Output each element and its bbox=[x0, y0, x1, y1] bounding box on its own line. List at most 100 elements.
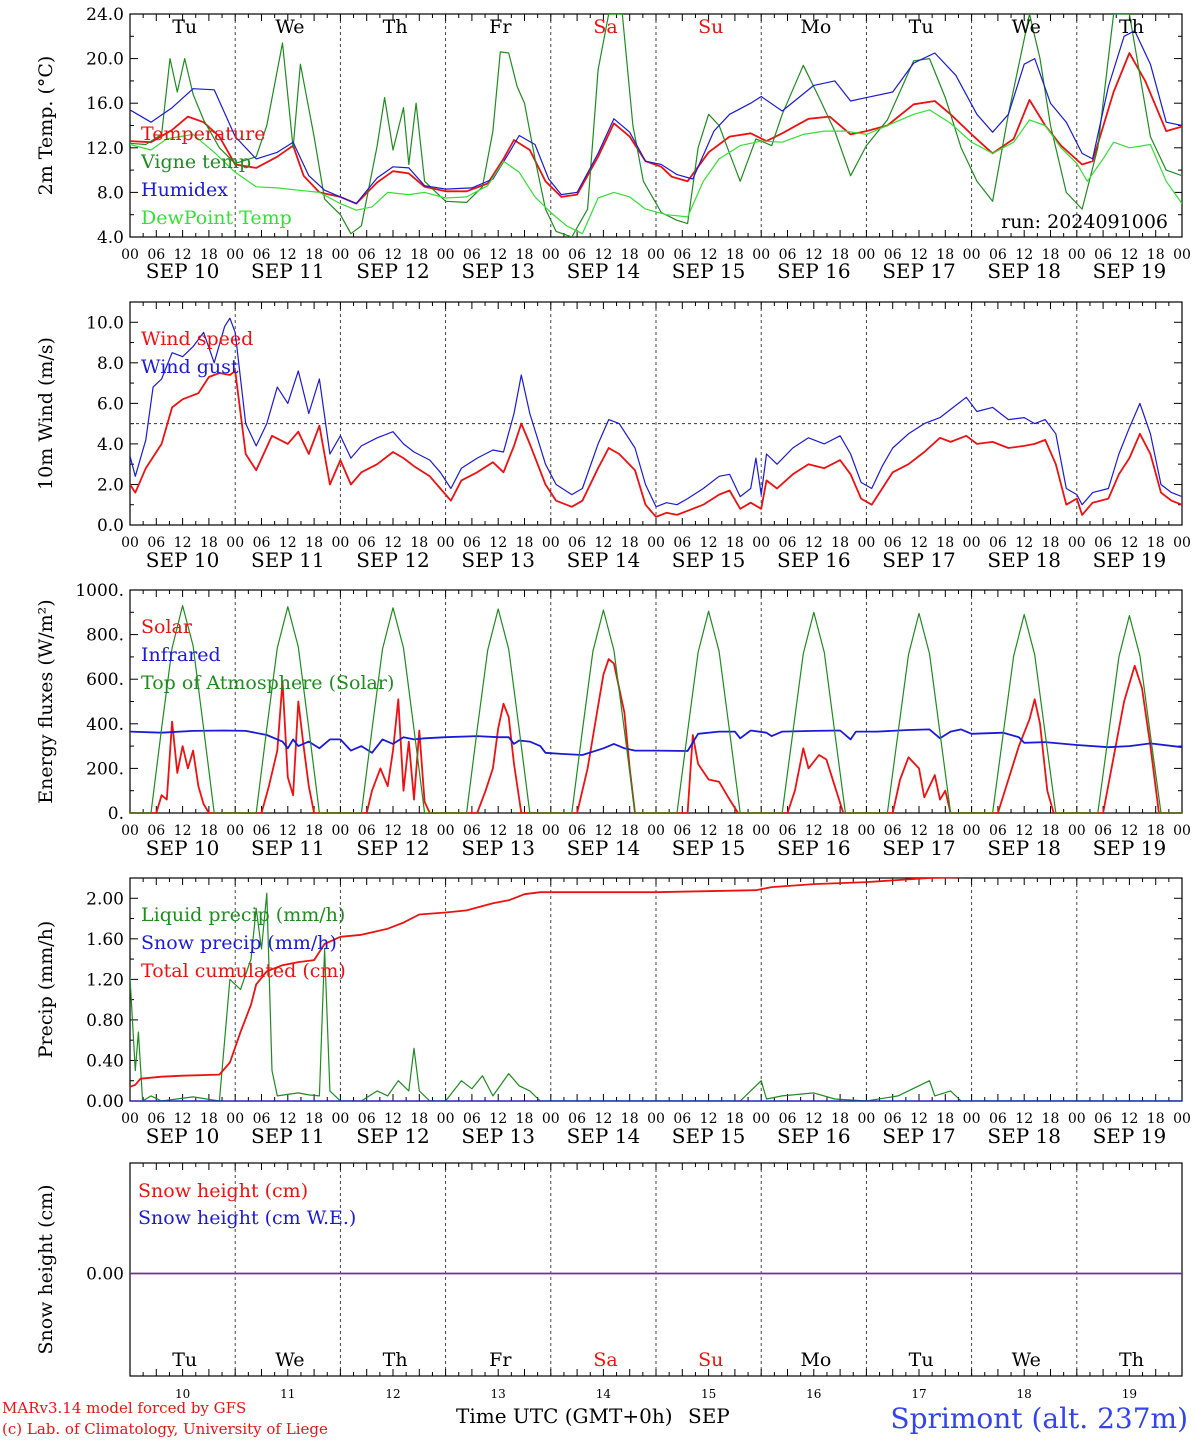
hour-tick-label: 06 bbox=[147, 823, 165, 839]
day-name: Tu bbox=[909, 16, 934, 38]
hour-tick-label: 00 bbox=[963, 247, 981, 263]
hour-tick-label: 06 bbox=[884, 247, 902, 263]
date-label: SEP 17 bbox=[882, 1124, 956, 1148]
hour-tick-label: 06 bbox=[989, 1111, 1007, 1127]
hour-tick-label: 12 bbox=[174, 1111, 192, 1127]
day-number: 19 bbox=[1122, 1387, 1137, 1401]
day-name: Th bbox=[383, 1349, 408, 1371]
hour-tick-label: 00 bbox=[437, 247, 455, 263]
hour-tick-label: 06 bbox=[673, 535, 691, 551]
hour-tick-label: 00 bbox=[121, 823, 139, 839]
hour-tick-label: 12 bbox=[489, 1111, 507, 1127]
hour-tick-label: 18 bbox=[516, 1111, 534, 1127]
hour-tick-label: 12 bbox=[279, 247, 297, 263]
day-name: Sa bbox=[593, 16, 617, 38]
hour-tick-label: 18 bbox=[1042, 247, 1060, 263]
legend-entry: DewPoint Temp bbox=[141, 207, 292, 229]
plot-frame bbox=[129, 301, 1183, 526]
y-tick-label: 1000. bbox=[75, 581, 124, 601]
y-tick-label: 0.00 bbox=[86, 1265, 124, 1285]
y-tick-label: 1.60 bbox=[86, 930, 124, 950]
series-line-wind-gust bbox=[130, 317, 1182, 508]
hour-tick-label: 06 bbox=[358, 1111, 376, 1127]
hour-tick-label: 12 bbox=[805, 823, 823, 839]
hour-tick-label: 00 bbox=[226, 247, 244, 263]
hour-tick-label: 12 bbox=[174, 247, 192, 263]
hour-tick-label: 00 bbox=[857, 535, 875, 551]
hour-tick-label: 18 bbox=[410, 1111, 428, 1127]
day-name: Su bbox=[698, 1349, 723, 1371]
hour-tick-label: 06 bbox=[147, 1111, 165, 1127]
hour-tick-label: 06 bbox=[463, 823, 481, 839]
day-number: 11 bbox=[280, 1387, 295, 1401]
chart-panel-5: 0.00 Snow height (cm) Snow height (cm) Snow… bbox=[35, 1162, 1183, 1401]
hour-tick-label: 12 bbox=[384, 247, 402, 263]
y-tick-label: 4.0 bbox=[97, 435, 124, 455]
hour-tick-label: 18 bbox=[200, 823, 218, 839]
y-tick-label: 0.00 bbox=[86, 1092, 124, 1112]
hour-tick-label: 12 bbox=[910, 535, 928, 551]
y-tick-label: 6.0 bbox=[97, 394, 124, 414]
date-label: SEP 13 bbox=[461, 836, 535, 860]
series-group bbox=[130, 317, 1182, 518]
hour-tick-label: 18 bbox=[410, 535, 428, 551]
hour-tick-label: 06 bbox=[253, 535, 271, 551]
y-tick-label: 2.0 bbox=[97, 475, 124, 495]
hour-tick-label: 12 bbox=[279, 1111, 297, 1127]
y-tick-label: 8.0 bbox=[97, 183, 124, 203]
date-label: SEP 19 bbox=[1093, 548, 1167, 572]
hour-tick-label: 18 bbox=[305, 1111, 323, 1127]
hour-tick-label: 00 bbox=[1068, 535, 1086, 551]
hour-tick-label: 06 bbox=[568, 823, 586, 839]
hour-tick-label: 12 bbox=[1120, 823, 1138, 839]
hour-tick-label: 00 bbox=[963, 823, 981, 839]
date-label: SEP 18 bbox=[987, 836, 1061, 860]
date-label: SEP 13 bbox=[461, 259, 535, 283]
hour-tick-label: 00 bbox=[331, 1111, 349, 1127]
day-name: Tu bbox=[909, 1349, 934, 1371]
hour-tick-label: 06 bbox=[1094, 823, 1112, 839]
hour-tick-label: 00 bbox=[542, 823, 560, 839]
day-number: 15 bbox=[701, 1387, 716, 1401]
date-label: SEP 10 bbox=[146, 548, 220, 572]
y-tick-label: 0.80 bbox=[86, 1011, 124, 1031]
hour-tick-label: 06 bbox=[1094, 1111, 1112, 1127]
day-name: Sa bbox=[593, 1349, 617, 1371]
hour-tick-label: 00 bbox=[121, 535, 139, 551]
hour-tick-label: 00 bbox=[647, 535, 665, 551]
hour-tick-label: 18 bbox=[1042, 823, 1060, 839]
station-name: Sprimont (alt. 237m) bbox=[890, 1402, 1188, 1435]
y-tick-label: 0.0 bbox=[97, 516, 124, 536]
hour-tick-label: 06 bbox=[779, 823, 797, 839]
day-name: Mo bbox=[800, 16, 831, 38]
hour-tick-label: 12 bbox=[1015, 1111, 1033, 1127]
series-line-dewpoint-temp bbox=[130, 109, 1182, 235]
hour-tick-label: 00 bbox=[542, 1111, 560, 1127]
y-tick-label: 10.0 bbox=[86, 313, 124, 333]
y-tick-label: 1.20 bbox=[86, 970, 124, 990]
hour-tick-label: 00 bbox=[752, 535, 770, 551]
hour-tick-label: 00 bbox=[437, 535, 455, 551]
legend-entry: Wind gust bbox=[141, 356, 239, 378]
date-label: SEP 16 bbox=[777, 259, 851, 283]
hour-tick-label: 00 bbox=[857, 823, 875, 839]
day-name: We bbox=[275, 16, 304, 38]
hour-tick-label: 12 bbox=[700, 1111, 718, 1127]
y-tick-label: 12.0 bbox=[86, 139, 124, 159]
date-label: SEP 19 bbox=[1093, 259, 1167, 283]
legend-entry: Vigne temp bbox=[140, 151, 251, 173]
hour-tick-label: 12 bbox=[594, 535, 612, 551]
hour-tick-label: 12 bbox=[279, 823, 297, 839]
hour-tick-label: 06 bbox=[568, 247, 586, 263]
hour-tick-label: 12 bbox=[1120, 247, 1138, 263]
date-label: SEP 10 bbox=[146, 1124, 220, 1148]
hour-tick-label: 00 bbox=[1173, 1111, 1191, 1127]
y-tick-label: 20.0 bbox=[86, 50, 124, 70]
hour-tick-label: 00 bbox=[121, 1111, 139, 1127]
date-label: SEP 12 bbox=[356, 836, 430, 860]
hour-tick-label: 18 bbox=[410, 247, 428, 263]
hour-tick-label: 06 bbox=[884, 535, 902, 551]
day-number: 17 bbox=[911, 1387, 926, 1401]
hour-tick-label: 18 bbox=[516, 247, 534, 263]
day-name: We bbox=[1012, 1349, 1041, 1371]
